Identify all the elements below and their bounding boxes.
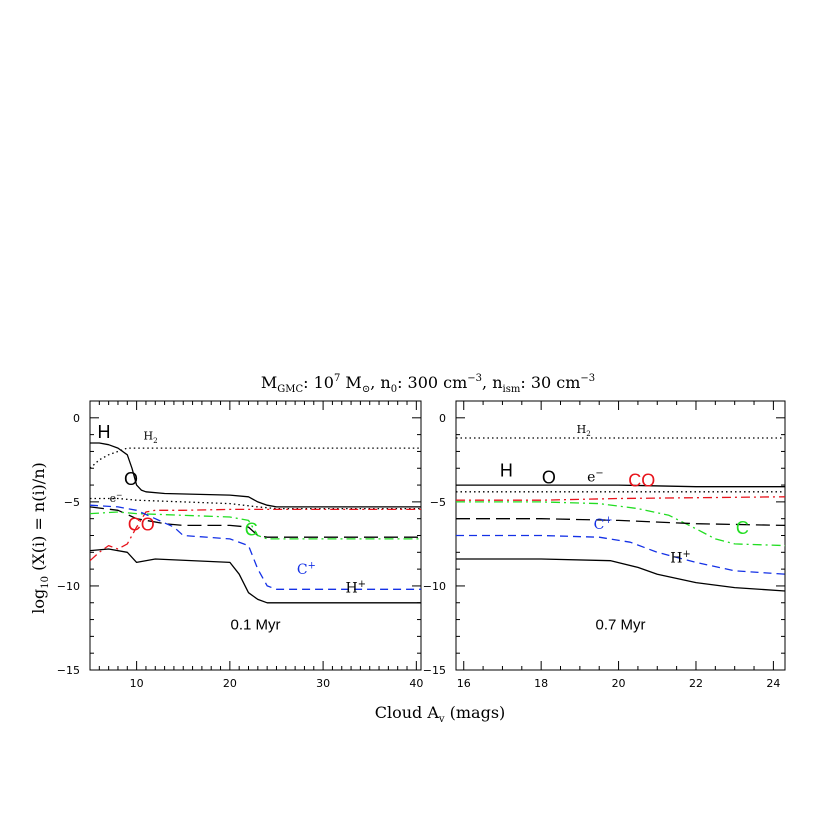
species-label-co: CO [128, 514, 155, 534]
species-label-c-minusplus: C+ [594, 515, 613, 533]
y-tick-label: 0 [73, 412, 80, 425]
species-label-c-minusplus: C+ [297, 561, 316, 579]
species-label-e-minus: e− [587, 468, 604, 486]
y-tick-label: −5 [430, 496, 446, 509]
species-label-o: O [124, 469, 138, 489]
species-label-h: H [97, 422, 110, 442]
series-e--line [90, 497, 421, 510]
species-label-c: C [245, 520, 258, 540]
series-h-plus-line [456, 558, 785, 592]
x-tick-label: 40 [409, 677, 423, 690]
species-label-o: O [542, 467, 556, 487]
x-axis-label: Cloud Av (mags) [375, 703, 506, 725]
series-h2-line [90, 447, 421, 469]
time-annotation: 0.7 Myr [595, 617, 645, 634]
species-label-h: H [500, 461, 513, 481]
y-tick-label: 0 [439, 412, 446, 425]
series-c-line [90, 511, 421, 540]
series-o-line [90, 506, 421, 538]
figure-title: MGMC: 107 M⊙, n0: 300 cm−3, nism: 30 cm−… [261, 373, 595, 395]
series-h-line [90, 442, 421, 508]
species-label-co: CO [628, 471, 655, 491]
series-h-line [456, 484, 785, 488]
series-h-plus-line [90, 548, 421, 604]
x-tick-label: 18 [534, 677, 548, 690]
series-co-line [90, 508, 421, 562]
y-tick-label: −15 [423, 664, 446, 677]
y-tick-label: −15 [57, 664, 80, 677]
y-tick-label: −5 [64, 496, 80, 509]
x-tick-label: 24 [766, 677, 780, 690]
species-label-h-minusplus: H+ [670, 549, 690, 567]
x-tick-label: 30 [316, 677, 330, 690]
y-axis-label: log10 (X(i) = n(i)/n) [29, 462, 51, 613]
y-tick-label: −10 [423, 580, 446, 593]
species-label-h-minusplus: H+ [346, 579, 366, 597]
species-label-h2: H2 [577, 423, 591, 438]
x-tick-label: 10 [130, 677, 144, 690]
y-tick-label: −10 [57, 580, 80, 593]
x-tick-label: 22 [689, 677, 703, 690]
series-o-line [456, 518, 785, 527]
series-c-line [456, 501, 785, 547]
x-tick-label: 20 [223, 677, 237, 690]
x-tick-label: 16 [457, 677, 471, 690]
species-label-h2: H2 [144, 430, 158, 445]
species-label-c: C [736, 518, 749, 538]
series-c-plus-line [90, 504, 421, 590]
panel-0.1-myr: 10 20 30 40 0 −5 −10 −15 H2 H Oe− CO C C+ H+ 0.1 Myr [57, 400, 423, 690]
species-label-e-minus: e− [110, 490, 123, 504]
series-c-plus-line [456, 534, 785, 575]
time-annotation: 0.1 Myr [230, 617, 280, 634]
x-tick-label: 20 [612, 677, 626, 690]
series-co-line [456, 496, 785, 501]
